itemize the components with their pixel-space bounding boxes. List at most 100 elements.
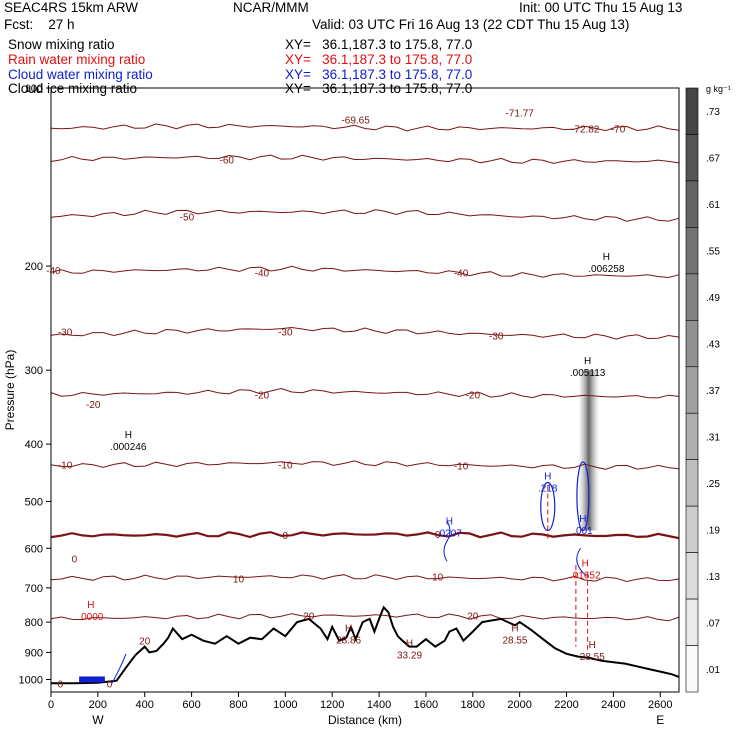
contour-label: -30 — [489, 331, 504, 342]
institution: NCAR/MMM — [233, 0, 309, 15]
contour-label: 0 — [72, 555, 78, 566]
max-value-label: .005113 — [570, 368, 606, 379]
contour-label: -72.82 — [571, 124, 600, 135]
contour-label: 20 — [303, 612, 315, 623]
contour-label: -10 — [454, 462, 469, 473]
contour-label: -20 — [255, 391, 270, 402]
temperature-contour-m30 — [50, 326, 680, 340]
temperature-contour-m50 — [50, 209, 680, 222]
contour-label: -20 — [86, 400, 101, 411]
colorbar-swatch — [685, 552, 699, 600]
cloud-water-contour — [111, 653, 127, 684]
cloud-max-marker: H — [579, 514, 586, 525]
colorbar-label: .13 — [706, 572, 720, 583]
colorbar-swatch — [685, 134, 699, 182]
contour-label: 0 — [435, 530, 441, 541]
x-tick-label: 800 — [229, 699, 247, 711]
cloud-water-contour — [443, 520, 451, 562]
y-tick-label: 600 — [25, 543, 43, 555]
temperature-contour-m40 — [50, 265, 680, 279]
max-marker: H — [87, 600, 94, 611]
colorbar-swatch — [685, 598, 699, 646]
colorbar-label: .07 — [706, 618, 720, 629]
colorbar-swatch — [685, 320, 699, 368]
x-tick-label: 2000 — [507, 699, 531, 711]
colorbar-swatch — [685, 366, 699, 414]
x-axis-label: Distance (km) — [328, 713, 402, 727]
init-time: Init: 00 UTC Thu 15 Aug 13 — [519, 0, 683, 15]
max-value-label: 28.86 — [336, 636, 361, 647]
colorbar-label: .49 — [706, 293, 720, 304]
colorbar-swatch — [685, 459, 699, 507]
forecast-hour: Fcst: 27 h — [4, 17, 75, 32]
y-tick-label: 200 — [25, 261, 43, 273]
plot-frame — [50, 87, 680, 693]
max-value-label: 28.55 — [502, 636, 527, 647]
colorbar-swatch — [685, 412, 699, 460]
y-tick-label: 400 — [25, 439, 43, 451]
x-endpoint-west: W — [92, 713, 104, 727]
max-value-label: .0000 — [78, 612, 103, 623]
x-endpoint-east: E — [656, 713, 664, 727]
terrain-line — [51, 605, 680, 685]
contour-label: -60 — [220, 155, 235, 166]
cloud-max-marker: H — [446, 517, 453, 528]
max-marker: H — [125, 430, 132, 441]
cloud-max-value: .218 — [538, 484, 558, 495]
temperature-contour-m70 — [50, 123, 680, 132]
model-title: SEAC4RS 15km ARW — [4, 0, 139, 15]
contour-label: -50 — [180, 213, 195, 224]
contour-label: -40 — [46, 266, 61, 277]
max-marker: H — [345, 624, 352, 635]
max-marker: H — [603, 252, 610, 263]
cloud-water-contour — [576, 547, 587, 577]
contour-label: -30 — [58, 327, 73, 338]
contour-label: -70 — [611, 124, 626, 135]
x-tick-label: 1200 — [320, 699, 344, 711]
max-value-label: .006258 — [588, 264, 625, 275]
y-tick-label: 300 — [25, 365, 43, 377]
x-tick-label: 1400 — [367, 699, 391, 711]
max-value-label: 28.55 — [580, 652, 605, 663]
colorbar-label: .55 — [706, 247, 720, 258]
colorbar-swatch — [685, 180, 699, 228]
max-marker: H — [511, 624, 518, 635]
cloud-max-marker: H — [582, 559, 589, 570]
temperature-contour-10 — [50, 574, 680, 583]
cloud-max-marker: H — [544, 472, 551, 483]
colorbar-label: .43 — [706, 340, 720, 351]
max-marker: H — [406, 638, 413, 649]
contour-label: -71.77 — [505, 108, 534, 119]
x-tick-label: 1800 — [461, 699, 485, 711]
cloud-water-contour — [576, 461, 590, 532]
x-tick-label: 0 — [48, 699, 54, 711]
colorbar-swatch — [685, 273, 699, 321]
cloud-water-contour — [540, 481, 556, 532]
x-tick-label: 200 — [89, 699, 107, 711]
field-name-rain: Rain water mixing ratio — [8, 52, 146, 67]
colorbar-swatch — [685, 227, 699, 275]
field-xy-cloud-ice: XY= 36.1,187.3 to 175.8, 77.0 — [285, 81, 473, 96]
temperature-contour-m60 — [50, 154, 680, 164]
field-xy-rain: XY= 36.1,187.3 to 175.8, 77.0 — [285, 52, 473, 67]
cloud-water-low-patch — [79, 676, 105, 683]
temperature-contour-m10 — [50, 460, 680, 470]
colorbar-label: .73 — [706, 107, 720, 118]
x-tick-label: 600 — [182, 699, 200, 711]
field-name-cloud-ice: Cloud ice mixing ratio — [8, 81, 138, 96]
field-xy-cloud-water: XY= 36.1,187.3 to 175.8, 77.0 — [285, 67, 473, 82]
contour-label: 0 — [58, 679, 64, 690]
cloud-max-value: .01652 — [570, 571, 601, 582]
y-tick-label: 1000 — [19, 674, 43, 686]
contour-label: -40 — [454, 268, 469, 279]
valid-time: Valid: 03 UTC Fri 16 Aug 13 (22 CDT Thu … — [312, 17, 630, 32]
temperature-contour-20 — [50, 613, 680, 622]
max-marker: H — [584, 356, 591, 367]
colorbar-label: .67 — [706, 154, 720, 165]
max-marker: H — [589, 640, 596, 651]
colorbar-unit: g kg⁻¹ — [706, 84, 731, 94]
contour-label: -40 — [255, 268, 270, 279]
contour-label: -10 — [58, 460, 73, 471]
x-tick-label: 1000 — [273, 699, 297, 711]
temperature-contour-0 — [50, 531, 680, 540]
